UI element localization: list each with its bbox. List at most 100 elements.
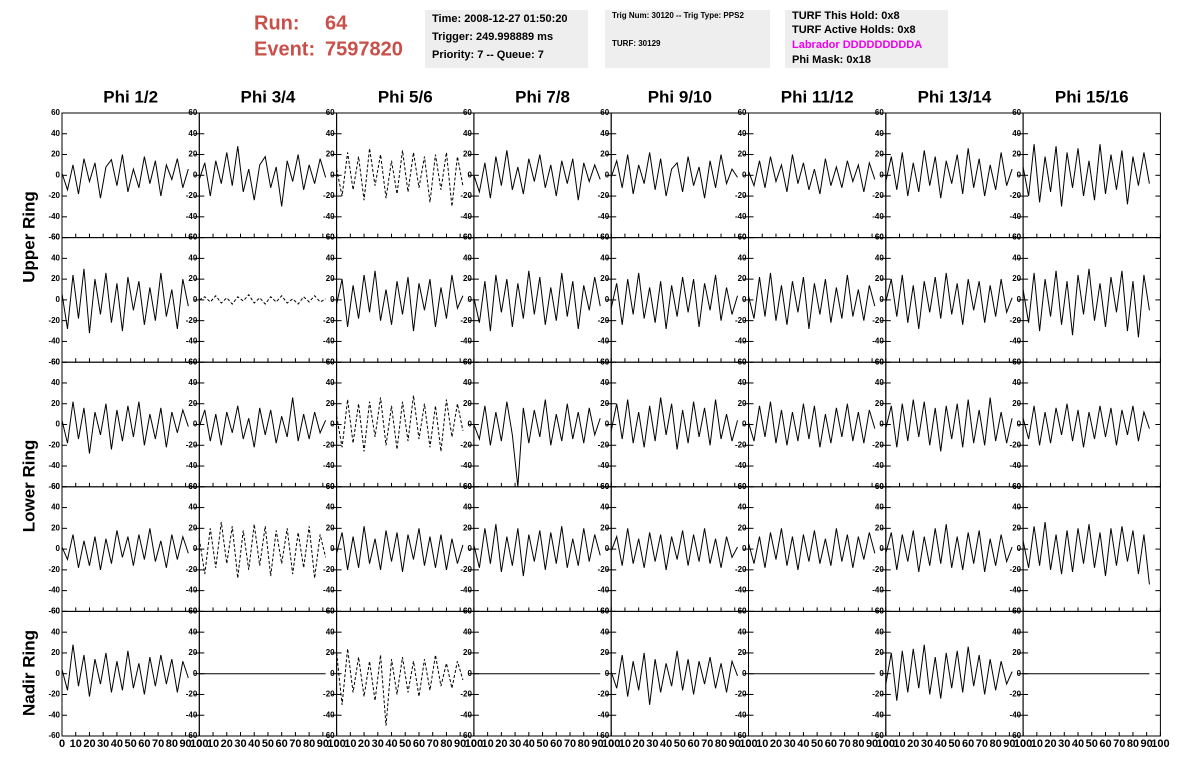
y-tick-label: 20 — [326, 399, 335, 408]
y-tick-label: -40 — [323, 710, 335, 719]
x-tick-label: 20 — [633, 738, 645, 750]
y-tick-label: 60 — [1012, 482, 1021, 491]
y-tick-label: 40 — [463, 129, 472, 138]
y-tick-label: 20 — [51, 399, 60, 408]
y-tick-label: -40 — [735, 337, 747, 346]
info-text: Trigger: 249.998889 ms — [432, 31, 553, 43]
y-tick-label: 60 — [875, 357, 884, 366]
waveform — [336, 270, 464, 332]
x-tick-label: 20 — [907, 738, 919, 750]
x-tick-label: 40 — [797, 738, 809, 750]
y-tick-label: -20 — [460, 440, 472, 449]
waveform — [748, 528, 876, 570]
x-tick-label: 90 — [866, 738, 878, 750]
x-tick-label: 50 — [125, 738, 137, 750]
x-tick-label: 90 — [317, 738, 329, 750]
y-tick-label: 0 — [467, 170, 472, 179]
y-tick-label: 60 — [600, 233, 609, 242]
y-tick-label: 40 — [326, 129, 335, 138]
waveform — [61, 401, 189, 454]
y-tick-label: 40 — [51, 378, 60, 387]
y-tick-label: 40 — [326, 503, 335, 512]
x-tick-label: 20 — [495, 738, 507, 750]
y-tick-label: -60 — [735, 731, 747, 740]
y-tick-label: 40 — [1012, 129, 1021, 138]
y-tick-label: 60 — [463, 108, 472, 117]
y-tick-label: -40 — [48, 710, 60, 719]
y-tick-label: -60 — [48, 607, 60, 616]
y-tick-label: -40 — [735, 710, 747, 719]
y-tick-label: -20 — [460, 191, 472, 200]
y-tick-label: -40 — [735, 586, 747, 595]
y-tick-label: 20 — [875, 150, 884, 159]
y-tick-label: -40 — [872, 710, 884, 719]
x-tick-label: 10 — [344, 738, 356, 750]
y-tick-label: 40 — [463, 378, 472, 387]
y-tick-label: 0 — [879, 295, 884, 304]
y-tick-label: 40 — [188, 129, 197, 138]
x-tick-label: 10 — [893, 738, 905, 750]
run-label: Run: — [254, 12, 300, 34]
y-tick-label: -20 — [735, 316, 747, 325]
y-tick-label: -20 — [48, 565, 60, 574]
y-tick-label: 20 — [463, 648, 472, 657]
y-tick-label: 60 — [600, 108, 609, 117]
y-tick-label: 20 — [326, 648, 335, 657]
y-tick-label: 40 — [326, 378, 335, 387]
y-tick-label: 20 — [600, 150, 609, 159]
info-text: Time: 2008-12-27 01:50:20 — [432, 13, 568, 25]
y-tick-label: -20 — [186, 440, 198, 449]
x-tick-label: 10 — [756, 738, 768, 750]
y-tick-label: -40 — [48, 337, 60, 346]
y-tick-label: 20 — [1012, 523, 1021, 532]
x-tick-label: 80 — [990, 738, 1002, 750]
waveform — [61, 154, 189, 199]
y-tick-label: -20 — [186, 316, 198, 325]
y-tick-label: 60 — [600, 482, 609, 491]
y-tick-label: 0 — [605, 295, 610, 304]
y-tick-label: -40 — [186, 212, 198, 221]
y-tick-label: -40 — [460, 586, 472, 595]
y-tick-label: -40 — [48, 212, 60, 221]
waveform — [61, 268, 189, 334]
y-tick-label: -40 — [186, 337, 198, 346]
x-tick-label: 60 — [1099, 738, 1111, 750]
y-tick-label: 0 — [467, 420, 472, 429]
x-tick-label: 50 — [674, 738, 686, 750]
y-tick-label: 0 — [1017, 295, 1022, 304]
y-tick-label: -20 — [872, 191, 884, 200]
waveform — [336, 526, 464, 573]
x-tick-label: 100 — [190, 738, 208, 750]
waveform — [61, 644, 189, 697]
waveform — [473, 399, 601, 487]
y-tick-label: -20 — [48, 440, 60, 449]
x-tick-label: 70 — [289, 738, 301, 750]
y-tick-label: 20 — [875, 274, 884, 283]
y-tick-label: 40 — [326, 627, 335, 636]
y-tick-label: -20 — [872, 565, 884, 574]
column-label: Phi 11/12 — [781, 87, 854, 106]
y-tick-label: 20 — [51, 274, 60, 283]
x-tick-label: 0 — [883, 738, 889, 750]
y-tick-label: 20 — [463, 399, 472, 408]
waveform — [336, 648, 464, 726]
waveform — [610, 152, 738, 199]
x-tick-label: 0 — [471, 738, 477, 750]
y-tick-label: -20 — [735, 690, 747, 699]
x-tick-label: 40 — [523, 738, 535, 750]
y-tick-label: 40 — [875, 503, 884, 512]
y-tick-label: -20 — [323, 316, 335, 325]
y-tick-label: 60 — [51, 357, 60, 366]
y-tick-label: 60 — [463, 482, 472, 491]
y-tick-label: 0 — [467, 669, 472, 678]
y-tick-label: 40 — [1012, 627, 1021, 636]
y-tick-label: 0 — [605, 544, 610, 553]
y-tick-label: -20 — [1010, 440, 1022, 449]
y-tick-label: 60 — [326, 233, 335, 242]
y-tick-label: 60 — [1012, 357, 1021, 366]
y-tick-label: 40 — [188, 378, 197, 387]
y-tick-label: -60 — [1010, 731, 1022, 740]
y-tick-label: -60 — [598, 731, 610, 740]
y-tick-label: 60 — [875, 108, 884, 117]
